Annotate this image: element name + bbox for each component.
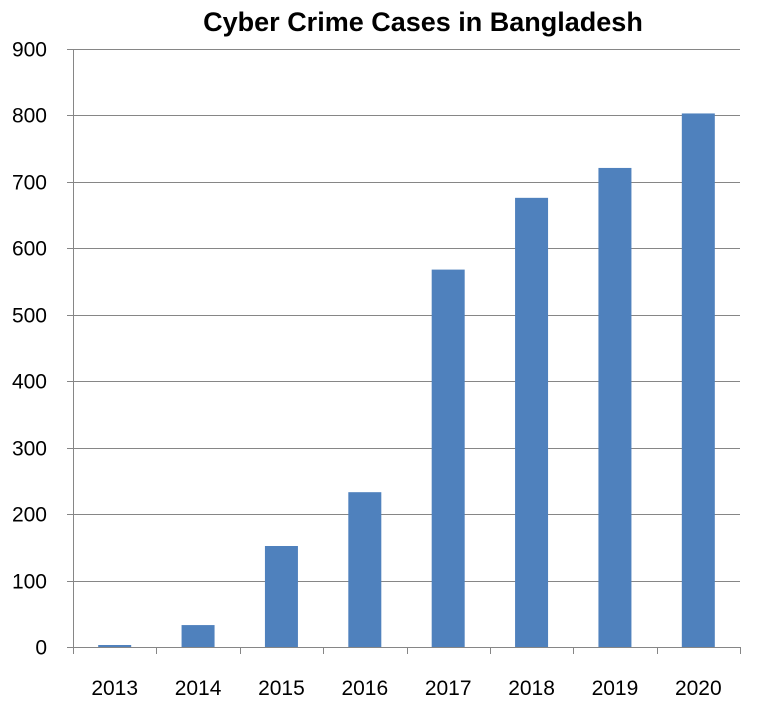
bar-2015 bbox=[264, 546, 298, 647]
gridlines bbox=[73, 49, 740, 582]
y-tick-label-900: 900 bbox=[12, 39, 47, 62]
bar-2013 bbox=[98, 645, 132, 647]
y-tick-label-500: 500 bbox=[12, 305, 47, 328]
y-tick-label-100: 100 bbox=[12, 571, 47, 594]
x-tick-label-2020: 2020 bbox=[675, 677, 722, 700]
x-tick-label-2018: 2018 bbox=[508, 677, 555, 700]
x-tick-label-2013: 2013 bbox=[91, 677, 138, 700]
x-tick-label-2016: 2016 bbox=[341, 677, 388, 700]
bar-2017 bbox=[431, 269, 465, 647]
y-tick-label-400: 400 bbox=[12, 371, 47, 394]
bar-2014 bbox=[181, 625, 215, 647]
x-tick-label-2014: 2014 bbox=[175, 677, 222, 700]
bar-2019 bbox=[598, 167, 632, 648]
x-tick-label-2017: 2017 bbox=[425, 677, 472, 700]
bars bbox=[98, 113, 715, 648]
y-tick-label-0: 0 bbox=[35, 637, 47, 660]
y-tick-label-300: 300 bbox=[12, 438, 47, 461]
y-tick-label-800: 800 bbox=[12, 105, 47, 128]
bar-2020 bbox=[681, 113, 715, 647]
bar-2018 bbox=[515, 197, 549, 647]
x-tick-label-2019: 2019 bbox=[592, 677, 639, 700]
x-axis-tick-labels: 2013 2014 2015 2016 2017 2018 2019 2020 bbox=[91, 677, 721, 700]
bar-2016 bbox=[348, 492, 382, 647]
x-tick-label-2015: 2015 bbox=[258, 677, 305, 700]
y-tick-label-600: 600 bbox=[12, 238, 47, 261]
axes bbox=[67, 49, 741, 654]
y-tick-label-200: 200 bbox=[12, 504, 47, 527]
y-tick-label-700: 700 bbox=[12, 172, 47, 195]
chart-title: Cyber Crime Cases in Bangladesh bbox=[203, 7, 643, 37]
y-axis-tick-labels: 0 100 200 300 400 500 600 700 800 900 bbox=[12, 39, 47, 660]
